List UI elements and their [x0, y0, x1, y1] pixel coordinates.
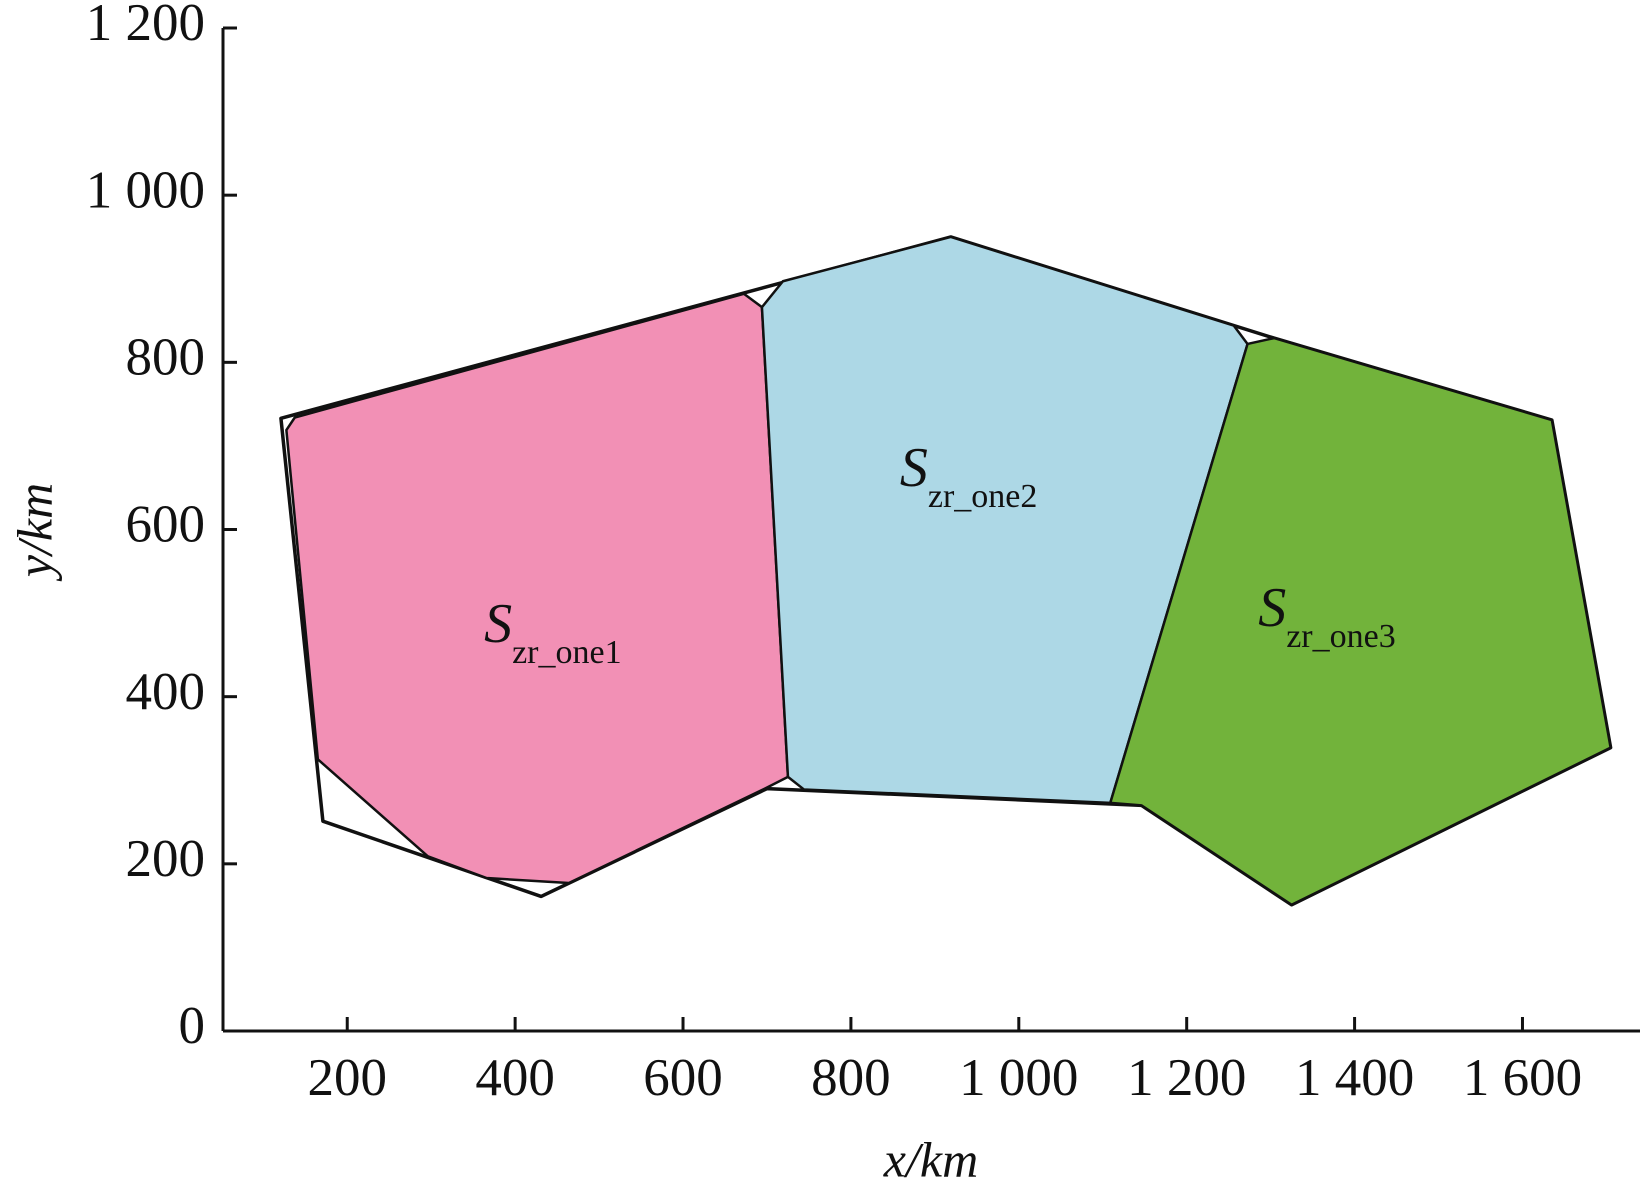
x-tick-label: 1 600 — [1463, 1049, 1582, 1107]
y-tick-label: 600 — [126, 496, 206, 554]
y-tick-label: 200 — [126, 830, 206, 888]
region-label-main: S — [484, 593, 512, 655]
y-tick-label: 400 — [126, 663, 206, 721]
x-tick-label: 1 000 — [959, 1049, 1078, 1107]
y-tick-label: 1 000 — [86, 161, 205, 219]
region — [1109, 336, 1612, 907]
x-tick-label: 200 — [307, 1049, 387, 1107]
region-label: Szr_one3 — [1258, 577, 1396, 655]
x-tick-label: 600 — [643, 1049, 723, 1107]
y-tick-label: 0 — [179, 997, 206, 1055]
region-label: Szr_one1 — [484, 593, 622, 671]
y-tick-label: 800 — [126, 328, 206, 386]
y-axis-label: y/km — [6, 483, 62, 582]
x-tick-label: 1 200 — [1127, 1049, 1246, 1107]
region — [285, 292, 790, 885]
region-label: Szr_one2 — [900, 437, 1038, 515]
x-tick-label: 1 400 — [1295, 1049, 1414, 1107]
region-label-sub: zr_one2 — [928, 478, 1038, 515]
region-label-sub: zr_one3 — [1286, 618, 1396, 655]
x-tick-label: 400 — [475, 1049, 555, 1107]
region-label-main: S — [900, 437, 928, 499]
x-tick-label: 800 — [811, 1049, 891, 1107]
x-axis-label: x/km — [883, 1131, 978, 1183]
region-label-main: S — [1258, 577, 1286, 639]
y-tick-label: 1 200 — [86, 0, 205, 52]
region-label-sub: zr_one1 — [512, 634, 622, 671]
